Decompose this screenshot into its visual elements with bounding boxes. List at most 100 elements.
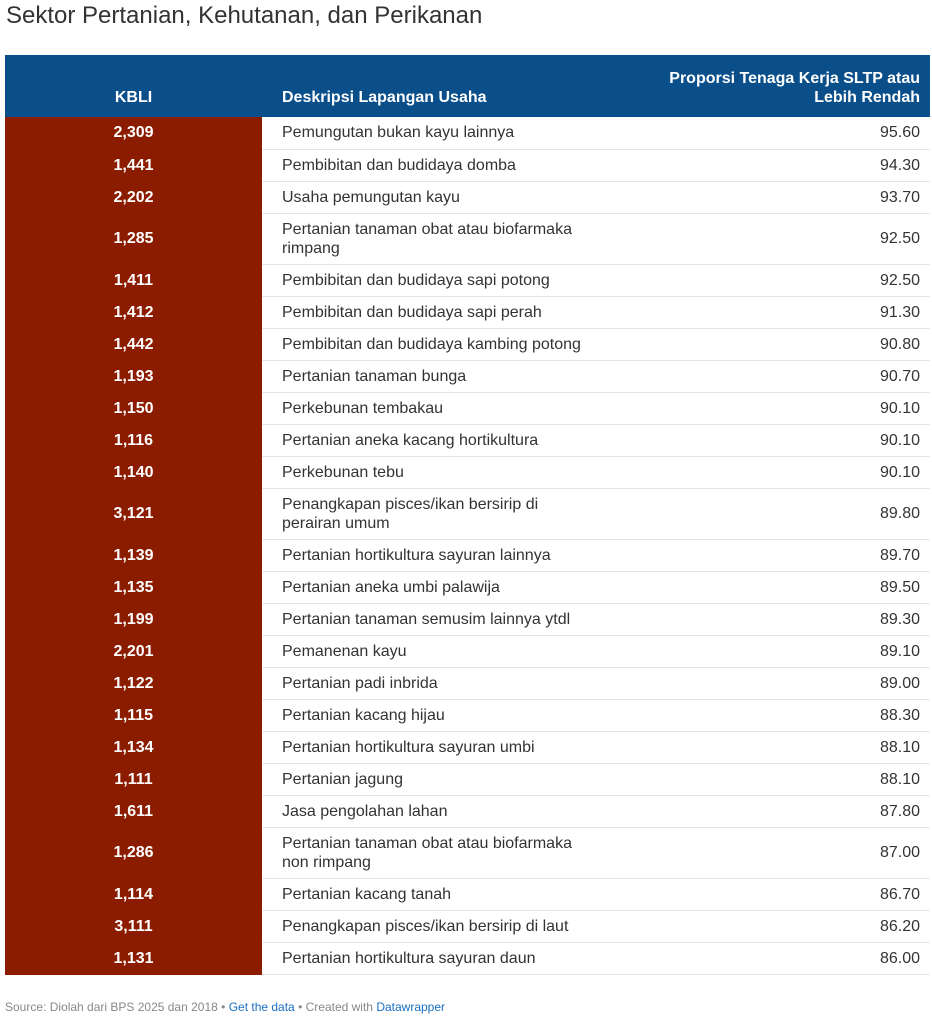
description-cell: Pemungutan bukan kayu lainnya bbox=[262, 117, 620, 150]
table-body: 2,309 Pemungutan bukan kayu lainnya 95.60 1… bbox=[5, 117, 930, 975]
footer-separator: • bbox=[217, 1000, 229, 1014]
description-cell: Jasa pengolahan lahan bbox=[262, 795, 620, 828]
proportion-cell: 90.10 bbox=[620, 424, 930, 457]
kbli-cell: 1,140 bbox=[5, 456, 262, 489]
table-row: 1,611 Jasa pengolahan lahan 87.80 bbox=[5, 795, 930, 828]
description-cell: Pertanian hortikultura sayuran daun bbox=[262, 942, 620, 975]
data-table-wrapper: KBLI Deskripsi Lapangan Usaha Proporsi T… bbox=[5, 55, 930, 975]
table-row: 1,442 Pembibitan dan budidaya kambing pot… bbox=[5, 328, 930, 361]
table-row: 1,411 Pembibitan dan budidaya sapi potong… bbox=[5, 264, 930, 297]
kbli-cell: 2,202 bbox=[5, 181, 262, 214]
description-cell: Pertanian tanaman obat atau biofarmaka r… bbox=[262, 213, 620, 265]
table-row: 1,441 Pembibitan dan budidaya domba 94.30 bbox=[5, 149, 930, 182]
table-row: 1,286 Pertanian tanaman obat atau biofarm… bbox=[5, 827, 930, 879]
table-row: 1,139 Pertanian hortikultura sayuran lain… bbox=[5, 539, 930, 572]
description-cell: Pertanian aneka umbi palawija bbox=[262, 571, 620, 604]
proportion-cell: 90.80 bbox=[620, 328, 930, 361]
description-cell: Pertanian tanaman bunga bbox=[262, 360, 620, 393]
kbli-cell: 1,131 bbox=[5, 942, 262, 975]
kbli-cell: 1,611 bbox=[5, 795, 262, 828]
proportion-cell: 95.60 bbox=[620, 117, 930, 150]
kbli-cell: 1,115 bbox=[5, 699, 262, 732]
created-with-text: • Created with bbox=[294, 1000, 377, 1014]
proportion-cell: 89.80 bbox=[620, 488, 930, 540]
description-cell: Pertanian kacang hijau bbox=[262, 699, 620, 732]
description-cell: Usaha pemungutan kayu bbox=[262, 181, 620, 214]
description-cell: Pemanenan kayu bbox=[262, 635, 620, 668]
kbli-cell: 1,286 bbox=[5, 827, 262, 879]
table-row: 1,134 Pertanian hortikultura sayuran umbi… bbox=[5, 731, 930, 764]
proportion-cell: 90.70 bbox=[620, 360, 930, 393]
table-row: 1,131 Pertanian hortikultura sayuran daun… bbox=[5, 942, 930, 975]
proportion-cell: 89.30 bbox=[620, 603, 930, 636]
kbli-cell: 2,201 bbox=[5, 635, 262, 668]
description-cell: Penangkapan pisces/ikan bersirip di laut bbox=[262, 910, 620, 943]
table-row: 1,140 Perkebunan tebu 90.10 bbox=[5, 456, 930, 489]
description-cell: Pertanian kacang tanah bbox=[262, 878, 620, 911]
description-cell: Pembibitan dan budidaya kambing potong bbox=[262, 328, 620, 361]
kbli-cell: 1,122 bbox=[5, 667, 262, 700]
kbli-cell: 1,111 bbox=[5, 763, 262, 796]
proportion-cell: 86.70 bbox=[620, 878, 930, 911]
chart-title: Sektor Pertanian, Kehutanan, dan Perikan… bbox=[6, 2, 483, 29]
proportion-cell: 94.30 bbox=[620, 149, 930, 182]
proportion-cell: 89.10 bbox=[620, 635, 930, 668]
proportion-cell: 88.10 bbox=[620, 731, 930, 764]
header-row: KBLI Deskripsi Lapangan Usaha Proporsi T… bbox=[5, 55, 930, 117]
kbli-cell: 1,116 bbox=[5, 424, 262, 457]
proportion-cell: 88.10 bbox=[620, 763, 930, 796]
kbli-cell: 1,412 bbox=[5, 296, 262, 329]
kbli-cell: 3,111 bbox=[5, 910, 262, 943]
table-row: 1,285 Pertanian tanaman obat atau biofarm… bbox=[5, 213, 930, 265]
table-row: 3,121 Penangkapan pisces/ikan bersirip di… bbox=[5, 488, 930, 540]
description-cell: Pembibitan dan budidaya sapi potong bbox=[262, 264, 620, 297]
datawrapper-link[interactable]: Datawrapper bbox=[376, 1000, 446, 1014]
kbli-cell: 2,309 bbox=[5, 117, 262, 150]
table-row: 1,115 Pertanian kacang hijau 88.30 bbox=[5, 699, 930, 732]
proportion-cell: 92.50 bbox=[620, 264, 930, 297]
description-cell: Perkebunan tebu bbox=[262, 456, 620, 489]
proportion-cell: 89.50 bbox=[620, 571, 930, 604]
description-cell: Pembibitan dan budidaya sapi perah bbox=[262, 296, 620, 329]
data-table: KBLI Deskripsi Lapangan Usaha Proporsi T… bbox=[5, 55, 930, 975]
table-row: 1,111 Pertanian jagung 88.10 bbox=[5, 763, 930, 796]
kbli-cell: 3,121 bbox=[5, 488, 262, 540]
table-row: 1,150 Perkebunan tembakau 90.10 bbox=[5, 392, 930, 425]
kbli-cell: 1,411 bbox=[5, 264, 262, 297]
table-row: 1,199 Pertanian tanaman semusim lainnya y… bbox=[5, 603, 930, 636]
column-header-proportion[interactable]: Proporsi Tenaga Kerja SLTP atau Lebih Re… bbox=[620, 55, 930, 117]
description-cell: Perkebunan tembakau bbox=[262, 392, 620, 425]
footer: Source: Diolah dari BPS 2025 dan 2018 • … bbox=[5, 1000, 445, 1014]
proportion-cell: 89.00 bbox=[620, 667, 930, 700]
kbli-cell: 1,193 bbox=[5, 360, 262, 393]
proportion-cell: 88.30 bbox=[620, 699, 930, 732]
kbli-cell: 1,135 bbox=[5, 571, 262, 604]
description-cell: Pertanian padi inbrida bbox=[262, 667, 620, 700]
kbli-cell: 1,285 bbox=[5, 213, 262, 265]
table-row: 1,116 Pertanian aneka kacang hortikultura… bbox=[5, 424, 930, 457]
kbli-cell: 1,134 bbox=[5, 731, 262, 764]
description-cell: Penangkapan pisces/ikan bersirip di pera… bbox=[262, 488, 620, 540]
proportion-cell: 87.00 bbox=[620, 827, 930, 879]
table-header: KBLI Deskripsi Lapangan Usaha Proporsi T… bbox=[5, 55, 930, 117]
table-row: 2,202 Usaha pemungutan kayu 93.70 bbox=[5, 181, 930, 214]
description-cell: Pembibitan dan budidaya domba bbox=[262, 149, 620, 182]
table-row: 2,201 Pemanenan kayu 89.10 bbox=[5, 635, 930, 668]
kbli-cell: 1,441 bbox=[5, 149, 262, 182]
description-cell: Pertanian jagung bbox=[262, 763, 620, 796]
get-the-data-link[interactable]: Get the data bbox=[228, 1000, 295, 1014]
source-text: Source: Diolah dari BPS 2025 dan 2018 bbox=[5, 1000, 218, 1014]
table-row: 1,193 Pertanian tanaman bunga 90.70 bbox=[5, 360, 930, 393]
proportion-cell: 90.10 bbox=[620, 392, 930, 425]
kbli-cell: 1,150 bbox=[5, 392, 262, 425]
proportion-cell: 92.50 bbox=[620, 213, 930, 265]
proportion-cell: 93.70 bbox=[620, 181, 930, 214]
kbli-cell: 1,199 bbox=[5, 603, 262, 636]
kbli-cell: 1,442 bbox=[5, 328, 262, 361]
table-row: 3,111 Penangkapan pisces/ikan bersirip di… bbox=[5, 910, 930, 943]
proportion-cell: 86.20 bbox=[620, 910, 930, 943]
column-header-description[interactable]: Deskripsi Lapangan Usaha bbox=[262, 55, 620, 117]
description-cell: Pertanian hortikultura sayuran lainnya bbox=[262, 539, 620, 572]
table-row: 1,114 Pertanian kacang tanah 86.70 bbox=[5, 878, 930, 911]
column-header-kbli[interactable]: KBLI bbox=[5, 55, 262, 117]
